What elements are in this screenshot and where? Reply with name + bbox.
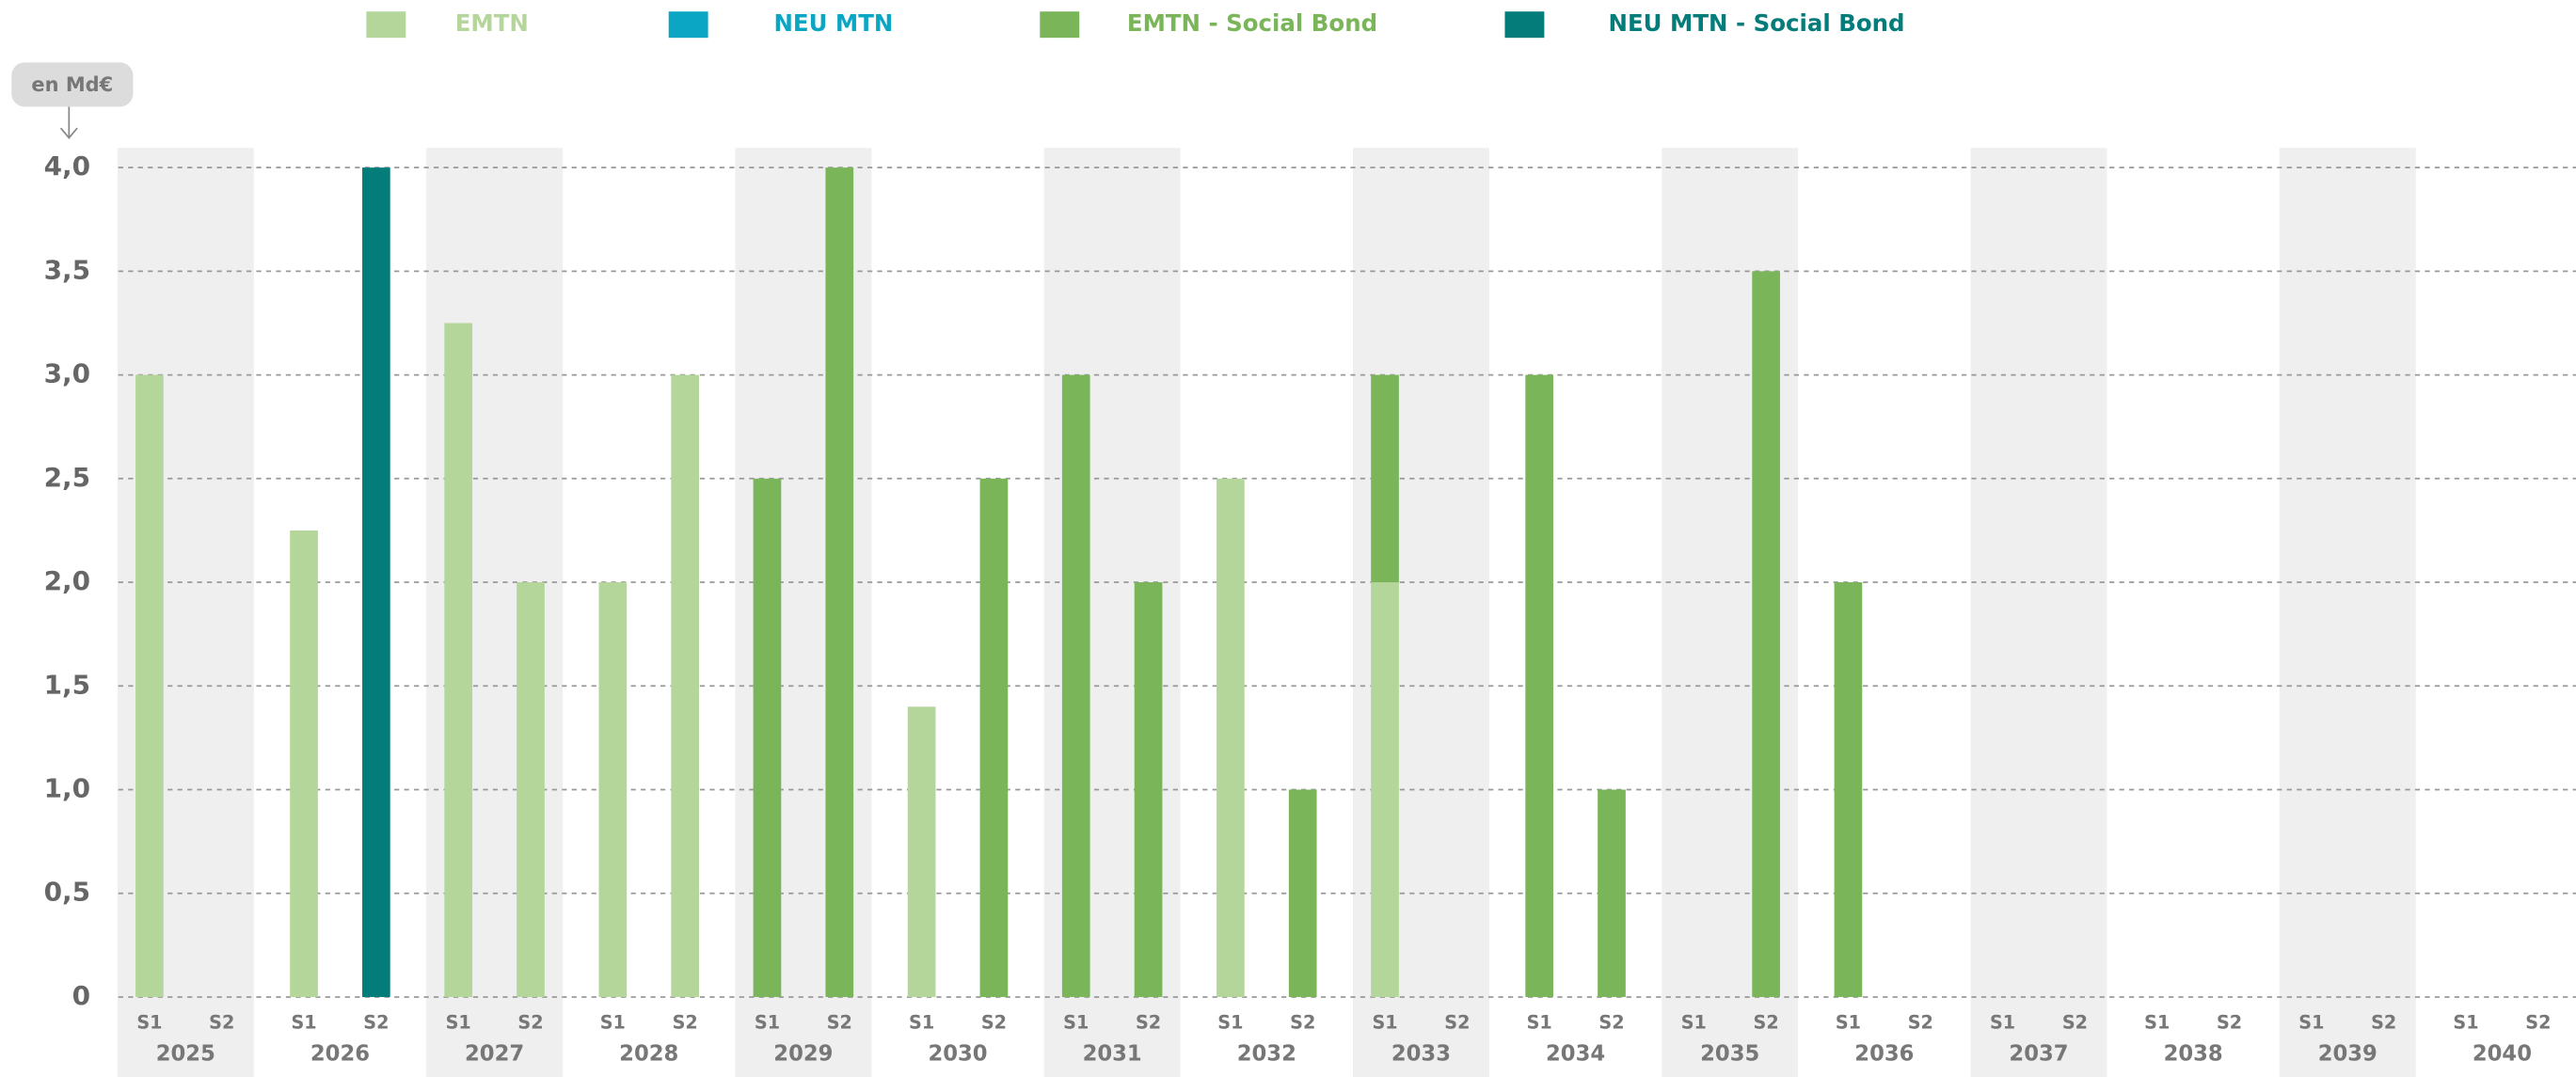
unit-label: en Md€ bbox=[31, 73, 113, 96]
x-tick-label: S2 bbox=[517, 1011, 543, 1033]
x-tick-label: S2 bbox=[363, 1011, 389, 1033]
bar bbox=[362, 167, 390, 997]
x-tick-label: S1 bbox=[291, 1011, 316, 1033]
bar bbox=[1525, 374, 1554, 997]
unit-badge bbox=[11, 62, 134, 107]
x-tick-label: S2 bbox=[2217, 1011, 2242, 1033]
x-tick-label: S2 bbox=[2525, 1011, 2551, 1033]
x-tick-label: S1 bbox=[1217, 1011, 1243, 1033]
bar bbox=[825, 167, 854, 997]
year-label: 2031 bbox=[1083, 1042, 1142, 1067]
y-tick-label: 2,0 bbox=[44, 565, 90, 596]
bar bbox=[517, 582, 545, 997]
x-tick-label: S1 bbox=[1681, 1011, 1707, 1033]
y-tick-label: 3,5 bbox=[44, 254, 90, 285]
bar bbox=[1061, 374, 1090, 997]
year-band bbox=[1970, 148, 2107, 1077]
x-tick-label: S1 bbox=[1372, 1011, 1397, 1033]
bar bbox=[979, 478, 1009, 997]
x-tick-label: S2 bbox=[981, 1011, 1007, 1033]
bar bbox=[753, 478, 782, 997]
x-tick-label: S2 bbox=[1136, 1011, 1161, 1033]
year-label: 2025 bbox=[156, 1042, 215, 1067]
y-tick-label: 2,5 bbox=[44, 462, 90, 493]
x-tick-label: S1 bbox=[1527, 1011, 1552, 1033]
x-tick-label: S2 bbox=[1444, 1011, 1470, 1033]
x-tick-label: S1 bbox=[1990, 1011, 2015, 1033]
x-tick-label: S1 bbox=[136, 1011, 162, 1033]
year-label: 2038 bbox=[2164, 1042, 2223, 1067]
year-label: 2039 bbox=[2318, 1042, 2377, 1067]
year-label: 2032 bbox=[1237, 1042, 1296, 1067]
year-label: 2034 bbox=[1546, 1042, 1605, 1067]
year-label: 2030 bbox=[928, 1042, 987, 1067]
x-tick-label: S2 bbox=[209, 1011, 234, 1033]
x-tick-label: S1 bbox=[909, 1011, 934, 1033]
bar bbox=[290, 530, 318, 997]
bar bbox=[1134, 582, 1163, 997]
year-label: 2040 bbox=[2473, 1042, 2532, 1067]
year-label: 2028 bbox=[619, 1042, 678, 1067]
legend-swatch bbox=[668, 11, 708, 39]
year-label: 2037 bbox=[2009, 1042, 2068, 1067]
bar bbox=[135, 374, 164, 997]
year-label: 2026 bbox=[310, 1042, 370, 1067]
bar bbox=[1371, 582, 1399, 997]
bar bbox=[1216, 478, 1245, 997]
bar bbox=[1752, 271, 1780, 997]
legend-swatch bbox=[1504, 11, 1545, 39]
bar bbox=[1371, 374, 1399, 583]
y-tick-label: 0 bbox=[72, 980, 90, 1011]
year-label: 2029 bbox=[773, 1042, 833, 1067]
y-tick-label: 1,0 bbox=[44, 772, 90, 803]
bar bbox=[444, 323, 473, 997]
x-tick-label: S2 bbox=[1908, 1011, 1933, 1033]
legend-label: NEU MTN bbox=[773, 9, 893, 37]
year-label: 2035 bbox=[1700, 1042, 1759, 1067]
x-tick-label: S2 bbox=[673, 1011, 698, 1033]
legend-label: EMTN - Social Bond bbox=[1127, 9, 1377, 37]
year-label: 2033 bbox=[1391, 1042, 1451, 1067]
x-tick-label: S1 bbox=[1836, 1011, 1861, 1033]
y-tick-label: 3,0 bbox=[44, 358, 90, 389]
x-tick-label: S1 bbox=[2298, 1011, 2324, 1033]
y-tick-label: 0,5 bbox=[44, 877, 90, 908]
y-tick-label: 1,5 bbox=[44, 669, 90, 700]
x-tick-label: S2 bbox=[1290, 1011, 1315, 1033]
x-tick-label: S1 bbox=[755, 1011, 780, 1033]
x-tick-label: S1 bbox=[600, 1011, 626, 1033]
bar bbox=[1834, 582, 1863, 997]
legend-label: NEU MTN - Social Bond bbox=[1609, 9, 1905, 37]
unit-arrow-head bbox=[59, 127, 78, 140]
legend-swatch bbox=[1040, 11, 1080, 39]
x-tick-label: S2 bbox=[2371, 1011, 2396, 1033]
year-label: 2036 bbox=[1854, 1042, 1914, 1067]
year-band bbox=[2279, 148, 2416, 1077]
x-tick-label: S2 bbox=[1598, 1011, 1624, 1033]
x-tick-label: S2 bbox=[2062, 1011, 2088, 1033]
bar bbox=[1288, 789, 1317, 997]
y-tick-label: 4,0 bbox=[44, 150, 90, 182]
x-tick-label: S2 bbox=[1754, 1011, 1779, 1033]
legend-swatch bbox=[366, 11, 406, 39]
year-label: 2027 bbox=[465, 1042, 524, 1067]
x-tick-label: S1 bbox=[2453, 1011, 2478, 1033]
x-tick-label: S2 bbox=[827, 1011, 852, 1033]
bar bbox=[671, 374, 699, 997]
bar bbox=[598, 582, 628, 997]
x-tick-label: S1 bbox=[1063, 1011, 1089, 1033]
x-tick-label: S1 bbox=[446, 1011, 471, 1033]
x-tick-label: S1 bbox=[2144, 1011, 2170, 1033]
legend-label: EMTN bbox=[455, 9, 529, 37]
bar bbox=[1598, 789, 1626, 997]
bar bbox=[907, 706, 936, 997]
